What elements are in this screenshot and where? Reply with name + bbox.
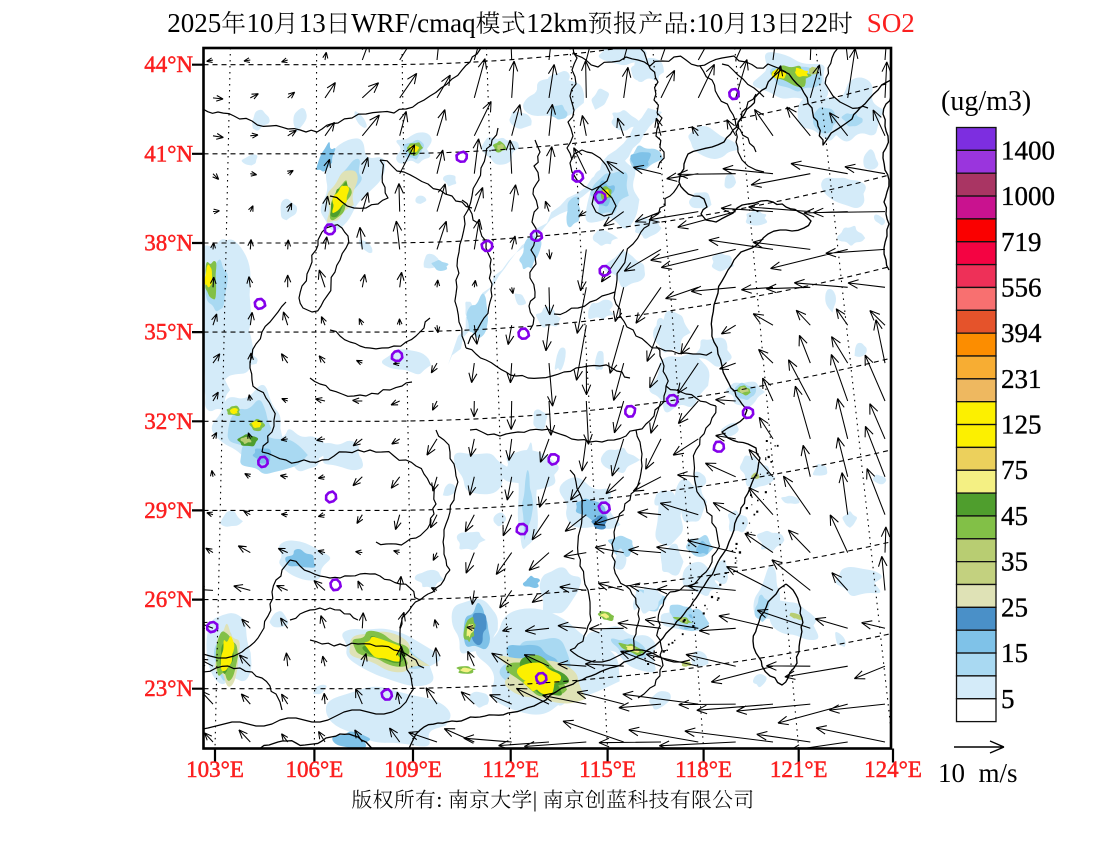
svg-text:35: 35 <box>1001 547 1028 577</box>
svg-text:29°N: 29°N <box>144 498 193 523</box>
svg-text:121°E: 121°E <box>770 757 828 782</box>
svg-text:WRF/cmaq: WRF/cmaq <box>351 8 476 38</box>
svg-text:38°N: 38°N <box>144 231 193 256</box>
svg-text:394: 394 <box>1001 318 1042 348</box>
svg-text:125: 125 <box>1001 410 1042 440</box>
svg-text:2025: 2025 <box>167 8 221 38</box>
svg-text:5: 5 <box>1001 684 1015 714</box>
svg-text:1000: 1000 <box>1001 181 1055 211</box>
svg-text:32°N: 32°N <box>144 409 193 434</box>
svg-text:556: 556 <box>1001 273 1042 303</box>
svg-text:23°N: 23°N <box>144 676 193 701</box>
svg-text:(ug/m3): (ug/m3) <box>941 86 1031 117</box>
svg-text::: : <box>436 787 448 812</box>
svg-text:SO2: SO2 <box>867 8 915 38</box>
svg-text:45: 45 <box>1001 501 1028 531</box>
svg-text:44°N: 44°N <box>144 52 193 77</box>
svg-text:26°N: 26°N <box>144 587 193 612</box>
svg-text:25: 25 <box>1001 592 1028 622</box>
svg-text:75: 75 <box>1001 455 1028 485</box>
svg-text:10: 10 <box>247 8 274 38</box>
svg-text:13: 13 <box>749 8 776 38</box>
svg-text:12km: 12km <box>526 8 588 38</box>
svg-text:22: 22 <box>801 8 828 38</box>
svg-text:10 m/s: 10 m/s <box>938 758 1018 788</box>
svg-text:41°N: 41°N <box>144 141 193 166</box>
svg-text:13: 13 <box>299 8 326 38</box>
svg-text:719: 719 <box>1001 227 1042 257</box>
svg-text::: : <box>689 8 697 38</box>
svg-text:|: | <box>533 787 537 812</box>
svg-text:118°E: 118°E <box>675 757 732 782</box>
svg-text:35°N: 35°N <box>144 320 193 345</box>
svg-text:124°E: 124°E <box>864 757 922 782</box>
svg-text:106°E: 106°E <box>286 757 344 782</box>
svg-text:1400: 1400 <box>1001 135 1055 165</box>
svg-text:231: 231 <box>1001 364 1042 394</box>
svg-text:115°E: 115°E <box>579 757 636 782</box>
svg-text:112°E: 112°E <box>482 757 539 782</box>
svg-text:10: 10 <box>696 8 723 38</box>
svg-text:103°E: 103°E <box>186 757 244 782</box>
svg-text:109°E: 109°E <box>384 757 442 782</box>
svg-text:15: 15 <box>1001 638 1028 668</box>
